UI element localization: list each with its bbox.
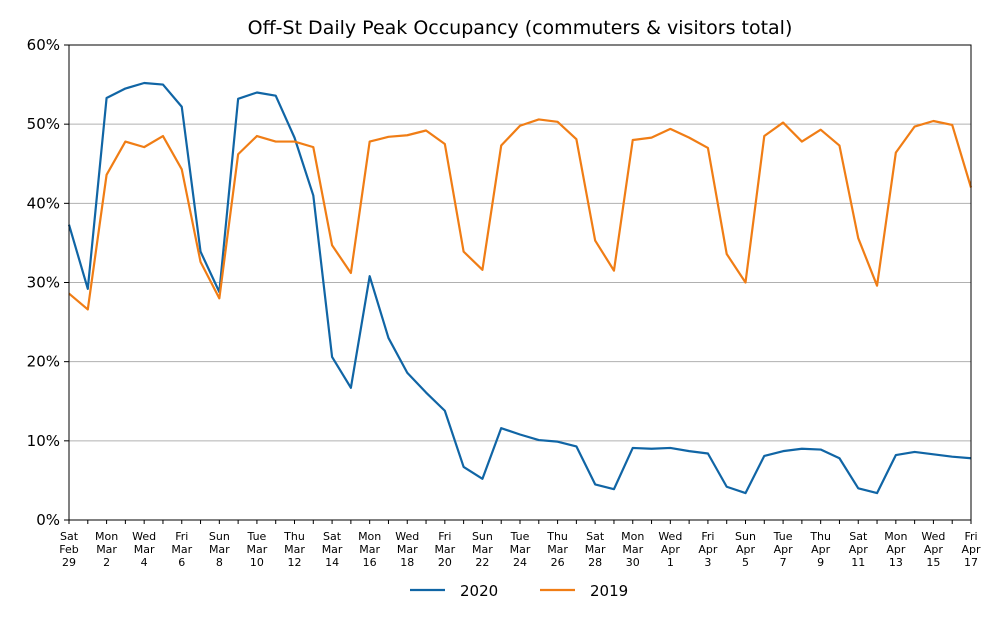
x-tick-label: Mon Mar 16: [358, 530, 381, 569]
x-tick-label: Fri Mar 20: [434, 530, 455, 569]
x-tick-label: Wed Apr 1: [658, 530, 682, 569]
x-tick-label: Sat Feb 29: [59, 530, 78, 569]
y-tick-label: 60%: [27, 36, 60, 54]
x-tick-label: Thu Mar 26: [546, 530, 568, 569]
x-tick-label: Mon Apr 13: [884, 530, 907, 569]
x-tick-label: Mon Mar 2: [95, 530, 118, 569]
legend-label-2019: 2019: [590, 582, 628, 600]
x-tick-label: Sun Mar 22: [472, 530, 493, 569]
series-line-2020: [67, 81, 972, 495]
x-tick-label: Mon Mar 30: [621, 530, 644, 569]
x-tick-label: Tue Mar 10: [247, 530, 268, 569]
legend: 2020 2019: [410, 582, 628, 600]
y-axis: 0% 10% 20% 30% 40% 50% 60%: [27, 36, 69, 529]
x-tick-label: Fri Apr 3: [698, 530, 718, 569]
x-tick-label: Fri Apr 17: [961, 530, 981, 569]
x-tick-label: Thu Apr 9: [809, 530, 831, 569]
x-tick-label: Thu Mar 12: [283, 530, 305, 569]
series-line-2019: [68, 118, 973, 311]
y-tick-label: 30%: [27, 274, 60, 292]
y-tick-label: 10%: [27, 432, 60, 450]
x-tick-label: Wed Apr 15: [921, 530, 945, 569]
x-tick-label: Wed Mar 4: [132, 530, 156, 569]
x-tick-label: Sun Apr 5: [735, 530, 756, 569]
x-tick-label: Sat Mar 14: [322, 530, 343, 569]
y-tick-label: 20%: [27, 353, 60, 371]
chart-title: Off-St Daily Peak Occupancy (commuters &…: [248, 17, 793, 39]
x-tick-label: Tue Apr 7: [773, 530, 793, 569]
gridlines: [69, 123, 971, 442]
series-lines: [67, 81, 973, 495]
x-tick-label: Tue Mar 24: [510, 530, 531, 569]
x-axis: Sat Feb 29 Mon Mar 2 Wed Mar 4 Fri Mar 6 Sun Mar 8 Tue M…: [59, 520, 981, 569]
x-tick-label: Fri Mar 6: [171, 530, 192, 569]
y-tick-label: 50%: [27, 115, 60, 133]
y-tick-label: 0%: [36, 511, 60, 529]
x-tick-label: Wed Mar 18: [395, 530, 419, 569]
y-tick-label: 40%: [27, 194, 60, 212]
x-tick-label: Sun Mar 8: [209, 530, 230, 569]
x-tick-label: Sat Mar 28: [585, 530, 606, 569]
legend-label-2020: 2020: [460, 582, 498, 600]
x-tick-label: Sat Apr 11: [849, 530, 869, 569]
